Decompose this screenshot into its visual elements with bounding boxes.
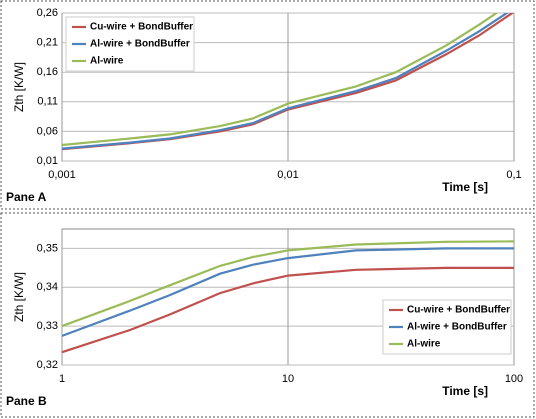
y-axis-label: Zth [K/W]: [12, 62, 26, 112]
legend-label: Al-wire: [407, 339, 441, 350]
legend-box: [382, 299, 512, 355]
y-tick-label: 0,01: [37, 155, 58, 167]
y-tick-label: 0,32: [37, 359, 58, 371]
pane-border: [0, 0, 535, 210]
series-line: [62, 13, 499, 147]
x-tick-label: 0,001: [48, 169, 76, 181]
x-tick-label: 100: [505, 373, 523, 385]
x-axis-label: Time [s]: [442, 180, 488, 194]
series-line: [62, 240, 514, 328]
legend-box: [65, 16, 195, 72]
y-tick-label: 0,21: [37, 37, 58, 49]
legend-label: Cu-wire + BondBuffer: [407, 305, 510, 316]
x-tick-label: 0,1: [506, 169, 521, 181]
x-tick-label: 1: [59, 373, 65, 385]
y-tick-label: 0,06: [37, 125, 58, 137]
legend-label: Al-wire: [90, 56, 124, 67]
x-axis-label: Time [s]: [442, 384, 488, 398]
legend-label: Al-wire + BondBuffer: [90, 39, 190, 50]
pane-label: Pane A: [6, 190, 47, 204]
y-tick-label: 0,26: [37, 7, 58, 19]
y-tick-label: 0,34: [37, 281, 58, 293]
y-tick-label: 0,35: [37, 242, 58, 254]
y-tick-label: 0,11: [37, 96, 58, 108]
legend-label: Al-wire + BondBuffer: [407, 322, 507, 333]
legend-label: Cu-wire + BondBuffer: [90, 22, 193, 33]
y-tick-label: 0,16: [37, 66, 58, 78]
x-tick-label: 0,01: [277, 169, 298, 181]
series-line: [62, 247, 514, 337]
x-tick-label: 10: [282, 373, 294, 385]
series-line: [62, 266, 514, 354]
pane-label: Pane B: [6, 394, 47, 408]
y-axis-label: Zth [K/W]: [12, 272, 26, 322]
series-line: [62, 13, 509, 150]
y-tick-label: 0,33: [37, 320, 58, 332]
pane-border: [0, 212, 535, 418]
